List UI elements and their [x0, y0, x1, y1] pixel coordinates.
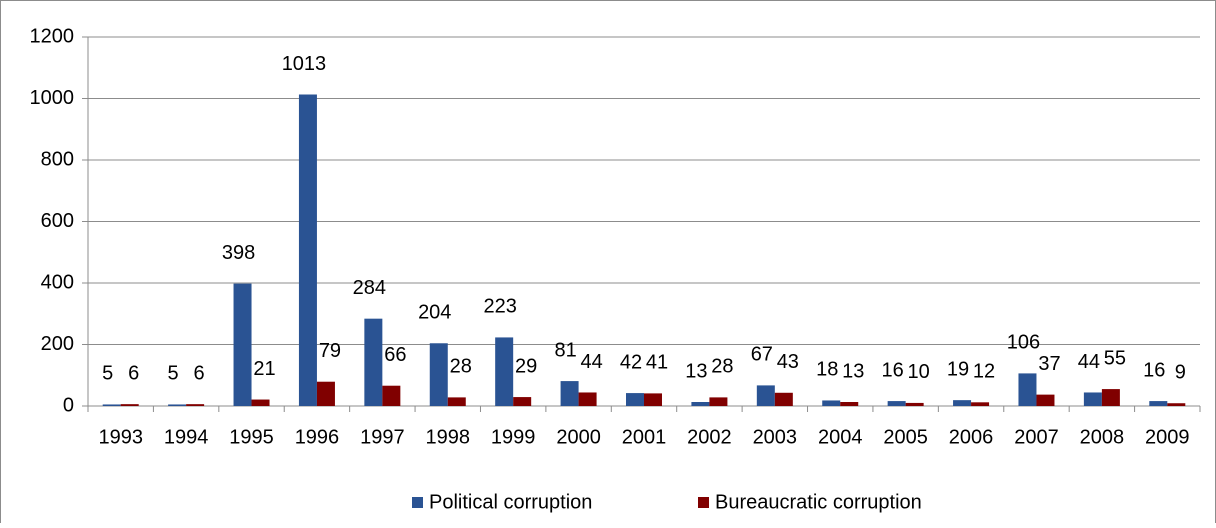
data-label: 398: [222, 242, 255, 264]
data-label: 10: [908, 361, 930, 383]
data-label: 42: [620, 351, 642, 373]
bar: [709, 397, 728, 406]
bar: [953, 400, 972, 406]
data-label: 12: [973, 361, 995, 383]
bar: [626, 393, 644, 406]
bar: [251, 399, 270, 406]
bar: [382, 385, 401, 406]
data-label: 41: [646, 352, 668, 374]
data-label: 44: [1078, 351, 1100, 373]
bar: [560, 381, 579, 406]
data-label: 18: [816, 359, 838, 381]
data-label: 13: [842, 360, 864, 382]
bar: [364, 318, 383, 406]
bar: [1018, 373, 1037, 406]
data-label: 79: [319, 340, 341, 362]
x-tick-label: 1993: [98, 426, 143, 448]
bar: [233, 283, 252, 406]
data-label: 81: [554, 339, 576, 361]
data-label: 43: [777, 351, 799, 373]
legend-label: Political corruption: [429, 491, 592, 513]
bar: [756, 385, 775, 406]
data-label: 37: [1038, 353, 1060, 375]
bar: [316, 381, 335, 406]
bar: [429, 343, 448, 406]
bar: [887, 401, 906, 406]
bar: [120, 404, 139, 406]
bar: [822, 400, 841, 406]
legend-swatch: [412, 497, 423, 508]
bar: [513, 397, 532, 406]
bar: [1167, 403, 1186, 406]
bar: [168, 404, 187, 406]
data-label: 5: [102, 363, 113, 385]
x-tick-label: 2009: [1145, 426, 1190, 448]
x-tick-label: 1998: [426, 426, 471, 448]
data-label: 9: [1175, 362, 1186, 384]
bar: [644, 393, 662, 406]
y-tick-label: 800: [41, 148, 74, 170]
legend-swatch: [698, 497, 709, 508]
data-label: 6: [194, 362, 205, 384]
bar: [447, 397, 466, 406]
bar: [186, 404, 205, 406]
data-label: 44: [580, 351, 602, 373]
x-tick-label: 2005: [883, 426, 928, 448]
bar: [691, 402, 710, 406]
data-label: 13: [685, 360, 707, 382]
x-tick-label: 2006: [949, 426, 994, 448]
bar: [905, 402, 924, 406]
bar: [840, 402, 859, 406]
y-tick-label: 1200: [30, 25, 75, 47]
x-tick-label: 2000: [556, 426, 601, 448]
bar: [578, 392, 597, 406]
y-tick-label: 1000: [30, 87, 75, 109]
x-tick-label: 1995: [229, 426, 274, 448]
data-label: 5: [168, 363, 179, 385]
legend-label: Bureaucratic corruption: [715, 491, 922, 513]
bar: [298, 94, 317, 406]
bar: [102, 404, 121, 406]
bar: [1036, 394, 1055, 406]
data-label: 6: [128, 362, 139, 384]
data-label: 106: [1007, 332, 1040, 354]
data-label: 28: [711, 356, 733, 378]
data-label: 66: [384, 344, 406, 366]
bar: [774, 392, 793, 406]
x-tick-label: 2008: [1080, 426, 1125, 448]
x-tick-label: 2002: [687, 426, 732, 448]
data-label: 28: [450, 356, 472, 378]
bar: [971, 402, 990, 406]
x-tick-label: 2003: [753, 426, 798, 448]
y-tick-label: 200: [41, 333, 74, 355]
data-label: 55: [1104, 347, 1126, 369]
x-tick-label: 1999: [491, 426, 536, 448]
data-label: 16: [882, 359, 904, 381]
x-tick-label: 1997: [360, 426, 405, 448]
y-tick-label: 0: [63, 394, 74, 416]
x-tick-label: 2004: [818, 426, 863, 448]
x-tick-label: 1996: [295, 426, 340, 448]
data-label: 29: [515, 355, 537, 377]
data-label: 21: [253, 358, 275, 380]
data-label: 1013: [282, 53, 327, 75]
data-label: 19: [947, 358, 969, 380]
x-tick-label: 2007: [1014, 426, 1059, 448]
data-label: 284: [353, 277, 386, 299]
data-label: 16: [1143, 359, 1165, 381]
data-label: 204: [418, 302, 451, 324]
y-tick-label: 600: [41, 210, 74, 232]
x-tick-label: 2001: [622, 426, 667, 448]
bar: [1101, 389, 1120, 406]
y-tick-label: 400: [41, 271, 74, 293]
bar: [495, 337, 514, 406]
x-tick-label: 1994: [164, 426, 209, 448]
bar: [1083, 392, 1102, 406]
data-label: 223: [483, 296, 516, 318]
bar: [1149, 401, 1168, 406]
data-label: 67: [751, 344, 773, 366]
